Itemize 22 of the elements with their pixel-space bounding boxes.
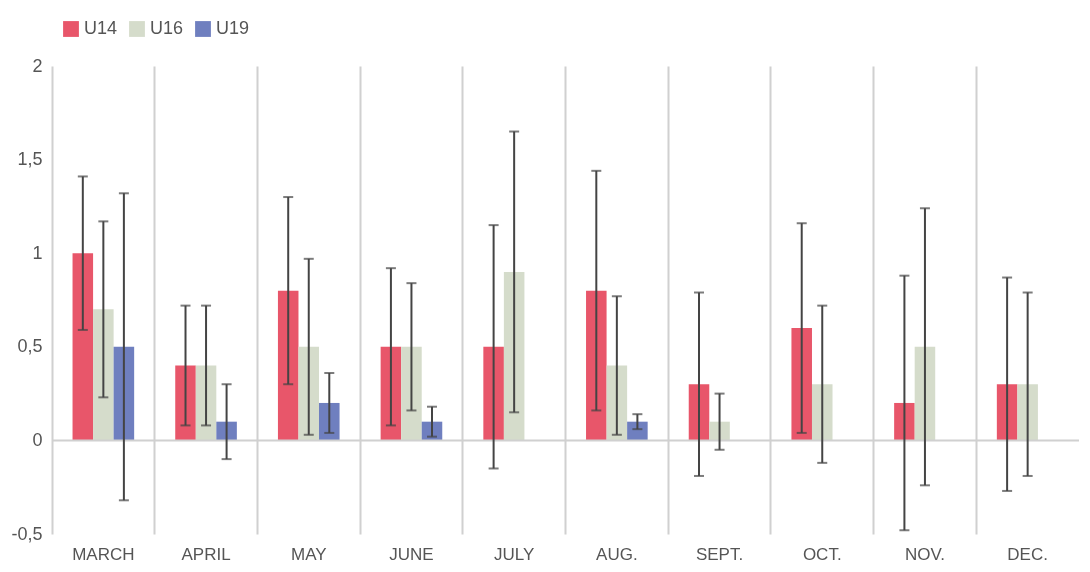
legend-label: U16 bbox=[150, 18, 184, 38]
x-tick-label: AUG. bbox=[596, 544, 638, 564]
bar bbox=[72, 253, 94, 441]
bar bbox=[277, 290, 299, 441]
y-tick-label: 1 bbox=[32, 242, 43, 263]
x-tick-label: DEC. bbox=[1007, 544, 1048, 564]
x-tick-label: JUNE bbox=[389, 544, 434, 564]
y-tick-label: 0 bbox=[32, 429, 43, 450]
y-tick-label: -0,5 bbox=[11, 523, 43, 544]
x-tick-label: APRIL bbox=[181, 544, 231, 564]
x-tick-label: MARCH bbox=[72, 544, 135, 564]
legend-label: U14 bbox=[84, 18, 118, 38]
legend-label: U19 bbox=[216, 18, 250, 38]
bar bbox=[586, 290, 607, 441]
x-tick-label: JULY bbox=[493, 544, 535, 564]
x-tick-label: NOV. bbox=[904, 544, 945, 564]
x-tick-label: OCT. bbox=[802, 544, 842, 564]
x-tick-label: SEPT. bbox=[695, 544, 744, 564]
y-tick-label: 0,5 bbox=[17, 336, 43, 357]
x-tick-label: MAY bbox=[290, 544, 327, 564]
y-tick-label: 2 bbox=[32, 55, 43, 76]
y-tick-label: 1,5 bbox=[17, 149, 43, 170]
